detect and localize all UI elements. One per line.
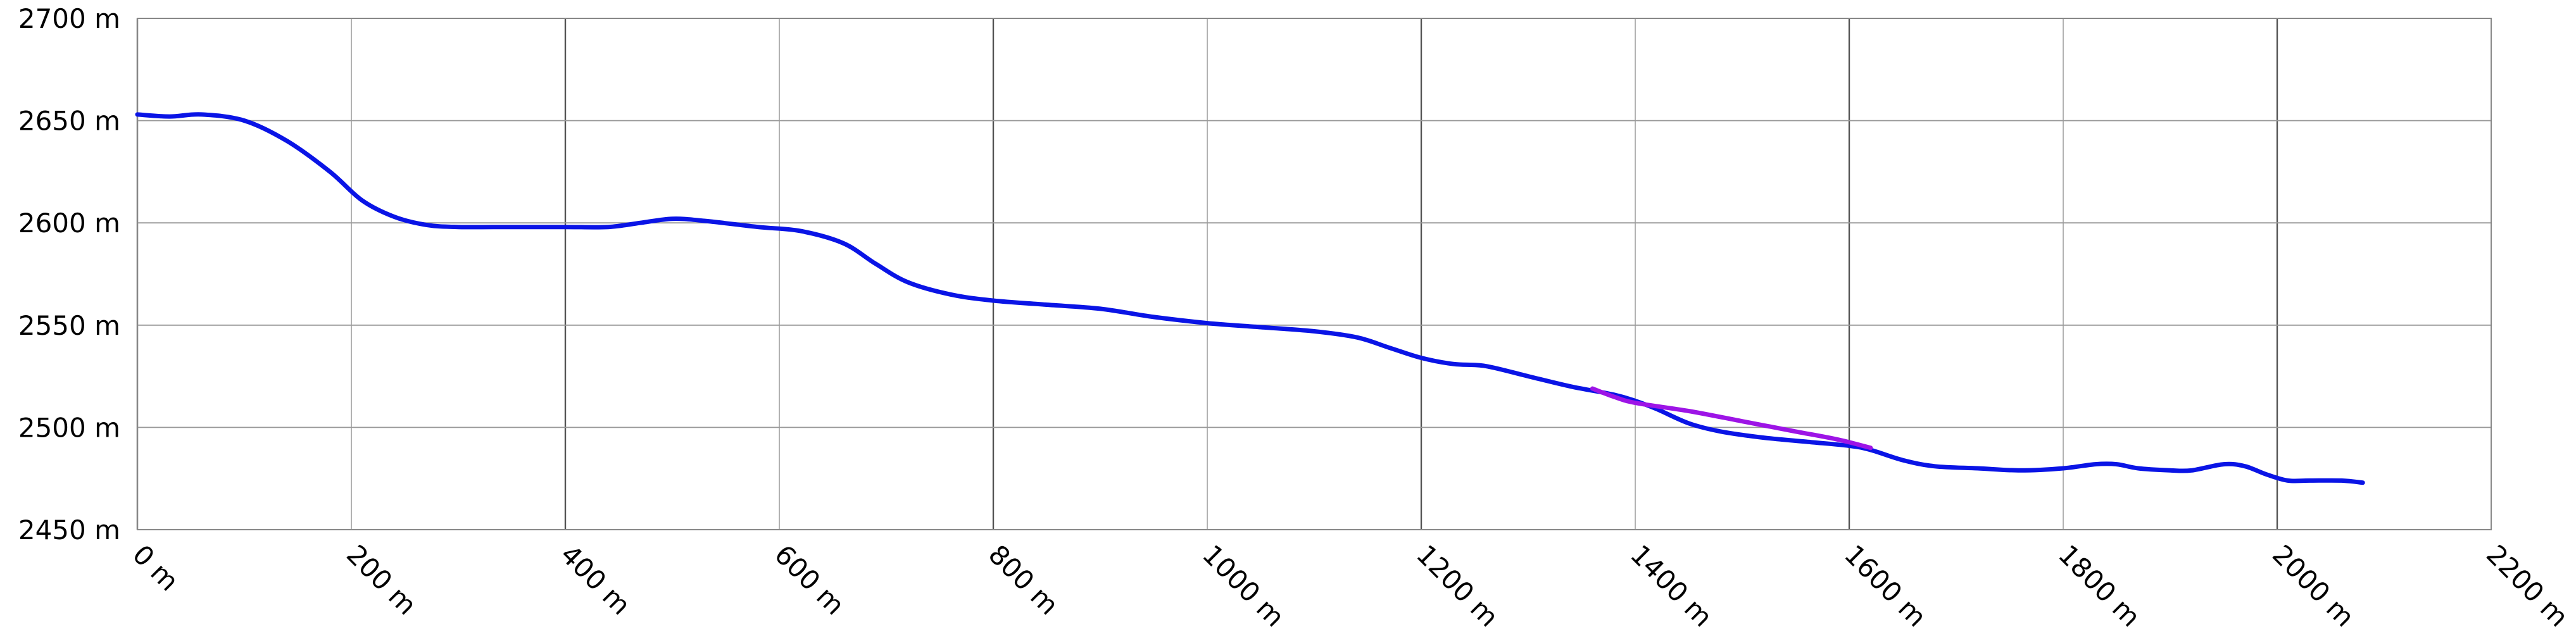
- axis-layer: [137, 18, 2492, 530]
- series-line-1: [135, 112, 2365, 485]
- y-tick-label: 2600 m: [18, 208, 120, 239]
- x-tick-label: 600 m: [769, 539, 851, 621]
- series-line-2: [1590, 386, 1873, 451]
- grid-layer: [136, 18, 2492, 530]
- x-tick-label: 400 m: [555, 539, 637, 621]
- x-tick-label: 2000 m: [2266, 539, 2361, 633]
- y-tick-label: 2650 m: [18, 106, 120, 137]
- y-tick-label: 2550 m: [18, 310, 120, 341]
- y-tick-label: 2450 m: [18, 514, 120, 546]
- y-tick-label: 2500 m: [18, 412, 120, 443]
- label-layer: 0 m 200 m 400 m 600 m 800 m 1000 m 1200 m 1400 …: [18, 3, 2575, 633]
- x-tick-label: 2200 m: [2480, 539, 2575, 633]
- x-tick-label: 1000 m: [1197, 539, 1291, 633]
- y-tick-label: 2700 m: [18, 3, 120, 34]
- x-tick-label: 1600 m: [1838, 539, 1933, 633]
- x-tick-label: 800 m: [983, 539, 1065, 621]
- x-tick-label: 1200 m: [1411, 539, 1505, 633]
- series-layer: [135, 112, 2365, 485]
- x-tick-label: 1800 m: [2052, 539, 2147, 633]
- plot-frame: [137, 18, 2492, 530]
- x-tick-label: 200 m: [341, 539, 423, 621]
- x-tick-label: 1400 m: [1624, 539, 1719, 633]
- x-tick-label: 0 m: [127, 539, 185, 597]
